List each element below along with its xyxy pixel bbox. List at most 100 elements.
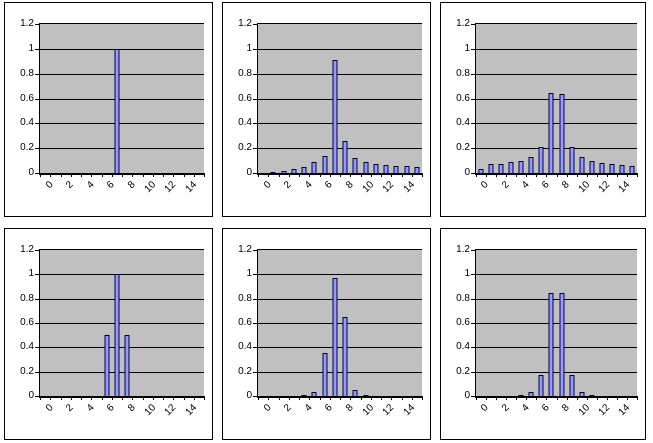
y-axis-tick <box>253 250 257 251</box>
chart-panel-bottom-middle[interactable]: 0 0.2 0.4 0.6 0.8 1 1.2 0 2 4 6 8 10 12 14 <box>222 228 431 440</box>
y-axis-tick <box>35 347 39 349</box>
y-axis-tick <box>471 347 475 349</box>
x-axis-label-text: 12 <box>380 402 397 418</box>
x-axis-tick <box>60 173 62 177</box>
y-axis-label: 0 <box>464 167 470 178</box>
y-axis-tick <box>471 98 475 100</box>
chart-panel-top-middle[interactable]: 0 0.2 0.4 0.6 0.8 1 1.2 0 2 4 6 8 10 12 14 <box>222 2 431 217</box>
gridline <box>40 98 204 100</box>
x-axis-label-text: 6 <box>322 179 335 192</box>
gridline <box>40 274 204 276</box>
x-axis-label-text: 14 <box>401 179 417 195</box>
x-axis-tick <box>319 173 321 177</box>
x-axis-tick <box>596 173 598 177</box>
bar-x9 <box>569 375 575 396</box>
x-axis-tick <box>422 173 423 177</box>
x-axis-label-text: 14 <box>183 179 199 195</box>
x-axis-tick <box>637 173 638 177</box>
x-axis-tick <box>278 173 280 177</box>
gridline <box>258 274 422 276</box>
bar-x7 <box>548 293 554 396</box>
x-axis-tick <box>258 396 259 400</box>
chart-panel-bottom-right[interactable]: 0 0.2 0.4 0.6 0.8 1 1.2 0 2 4 6 8 10 12 14 <box>440 228 646 440</box>
x-axis-tick <box>422 396 423 400</box>
bar-x8 <box>559 293 565 396</box>
plot-area: 0 0.2 0.4 0.6 0.8 1 1.2 0 2 4 6 8 10 12 14 <box>238 245 423 418</box>
x-axis-tick <box>299 173 300 177</box>
chart-panel-top-right[interactable]: 0 0.2 0.4 0.6 0.8 1 1.2 0 2 4 6 8 10 12 14 <box>440 2 646 217</box>
y-axis-tick <box>471 396 475 397</box>
plot-area: 0 0.2 0.4 0.6 0.8 1 1.2 0 2 4 6 8 10 12 14 <box>456 19 638 195</box>
chart-panel-bottom-left[interactable]: 0 0.2 0.4 0.6 0.8 1 1.2 0 2 4 6 8 10 12 14 <box>4 228 213 440</box>
bar-x2 <box>498 164 504 173</box>
y-axis-label: 1.2 <box>456 18 470 29</box>
y-axis-label: 0.2 <box>456 365 470 377</box>
bar-x9 <box>352 158 358 173</box>
bar-x7 <box>114 48 120 173</box>
x-axis-tick <box>132 173 134 177</box>
x-axis-tick <box>476 396 477 400</box>
y-axis-tick <box>35 24 39 25</box>
x-axis-tick <box>132 396 134 400</box>
y-axis-tick <box>471 123 475 125</box>
x-axis-tick <box>546 173 548 177</box>
x-axis-tick <box>566 173 568 177</box>
x-axis-label-text: 10 <box>360 402 376 418</box>
y-axis-label: 1 <box>28 268 34 280</box>
y-axis-tick <box>471 48 475 50</box>
x-axis-tick <box>70 173 72 177</box>
plot-area: 0 0.2 0.4 0.6 0.8 1 1.2 0 2 4 6 8 10 12 14 <box>20 19 205 195</box>
x-axis-tick <box>486 173 488 177</box>
y-axis-tick <box>253 123 257 125</box>
x-axis-tick <box>340 396 341 400</box>
x-axis-label-text: 8 <box>559 179 572 192</box>
x-axis-tick <box>370 396 372 400</box>
x-axis-label-text: 0 <box>479 179 492 192</box>
bar-x8 <box>559 94 565 173</box>
bar-x6 <box>104 335 110 396</box>
bar-x5 <box>528 156 534 173</box>
bar-x14 <box>619 164 625 173</box>
gridline <box>258 371 422 373</box>
gridline <box>476 98 637 100</box>
y-axis-label: 1.2 <box>20 244 34 255</box>
bar-x10 <box>363 161 369 173</box>
x-axis-tick <box>411 396 413 400</box>
x-axis-tick <box>91 396 93 400</box>
y-axis-tick <box>253 48 257 50</box>
bar-x6 <box>322 353 328 396</box>
x-axis-label-text: 12 <box>380 179 397 195</box>
gridline <box>476 371 637 373</box>
x-axis-tick <box>401 396 403 400</box>
x-axis-label-text: 2 <box>499 402 512 415</box>
y-axis-label: 1.2 <box>20 18 34 29</box>
x-axis-tick <box>152 173 154 177</box>
bar-x2 <box>281 170 287 173</box>
x-axis-label-text: 0 <box>261 402 274 415</box>
gridline <box>476 123 637 125</box>
x-axis-tick <box>329 396 331 400</box>
bar-x4 <box>301 394 307 396</box>
gridline <box>40 73 204 75</box>
x-axis-tick <box>173 173 175 177</box>
gridline <box>258 148 422 150</box>
x-axis-tick <box>163 173 164 177</box>
y-axis-label: 0.2 <box>238 142 252 154</box>
x-axis-tick <box>309 396 311 400</box>
y-axis-label: 1 <box>28 42 34 54</box>
x-axis-label-text: 0 <box>43 179 56 192</box>
x-axis-label-text: 4 <box>84 179 97 192</box>
y-axis-label: 1.2 <box>238 244 252 255</box>
gridline <box>40 298 204 300</box>
gridline <box>40 347 204 349</box>
x-axis-tick <box>278 396 280 400</box>
gridline <box>40 148 204 150</box>
gridline <box>40 371 204 373</box>
chart-panel-top-left[interactable]: 0 0.2 0.4 0.6 0.8 1 1.2 0 2 4 6 8 10 12 14 <box>4 2 213 217</box>
x-axis-tick <box>556 173 558 177</box>
y-axis-tick <box>35 250 39 251</box>
y-axis-label: 0.4 <box>456 117 470 129</box>
bar-x5 <box>311 161 317 173</box>
gridline <box>40 323 204 324</box>
y-axis-tick <box>35 371 39 373</box>
